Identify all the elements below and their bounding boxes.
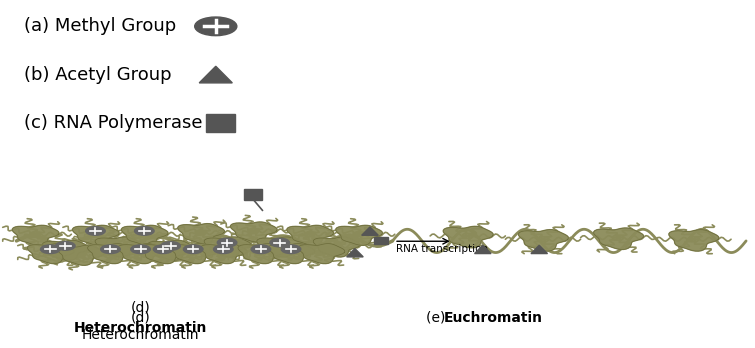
Polygon shape — [95, 237, 142, 257]
Polygon shape — [313, 237, 360, 257]
Polygon shape — [362, 227, 378, 235]
Polygon shape — [140, 244, 186, 264]
Circle shape — [56, 242, 75, 250]
Polygon shape — [27, 244, 74, 264]
Polygon shape — [57, 245, 104, 265]
Polygon shape — [230, 222, 277, 242]
Polygon shape — [42, 240, 89, 260]
Text: (e): (e) — [427, 311, 450, 325]
Polygon shape — [347, 248, 363, 257]
Text: (b) Acetyl Group: (b) Acetyl Group — [24, 65, 171, 84]
Polygon shape — [268, 244, 315, 264]
Polygon shape — [201, 244, 247, 264]
Circle shape — [161, 242, 180, 250]
Polygon shape — [519, 230, 569, 251]
Polygon shape — [72, 225, 119, 245]
Circle shape — [270, 238, 289, 247]
Polygon shape — [88, 244, 134, 264]
Circle shape — [217, 238, 237, 247]
Polygon shape — [336, 225, 383, 245]
Polygon shape — [118, 244, 165, 264]
Circle shape — [281, 245, 300, 254]
Text: (a) Methyl Group: (a) Methyl Group — [24, 17, 176, 35]
Circle shape — [183, 245, 203, 254]
Circle shape — [100, 245, 120, 254]
Polygon shape — [475, 245, 491, 254]
Circle shape — [153, 245, 173, 254]
Polygon shape — [593, 228, 644, 250]
Circle shape — [195, 17, 237, 35]
Circle shape — [214, 245, 233, 254]
Bar — [206, 113, 235, 132]
Bar — [374, 237, 388, 244]
Polygon shape — [122, 225, 168, 245]
Circle shape — [41, 245, 60, 254]
Polygon shape — [148, 240, 194, 260]
Text: (c) RNA Polymerase: (c) RNA Polymerase — [24, 114, 202, 132]
Polygon shape — [443, 226, 493, 248]
Polygon shape — [204, 237, 251, 257]
Text: Heterochromatin: Heterochromatin — [74, 321, 207, 335]
Circle shape — [134, 227, 154, 235]
Circle shape — [131, 245, 150, 254]
Circle shape — [251, 245, 271, 254]
Polygon shape — [531, 245, 547, 254]
Polygon shape — [238, 244, 285, 264]
Polygon shape — [298, 244, 345, 264]
Polygon shape — [178, 224, 224, 244]
Polygon shape — [171, 244, 217, 264]
Polygon shape — [257, 237, 304, 257]
Text: RNA transcription: RNA transcription — [396, 244, 488, 254]
Text: (d): (d) — [131, 301, 150, 315]
Polygon shape — [199, 66, 233, 83]
Bar — [245, 189, 263, 200]
Circle shape — [85, 227, 105, 235]
Text: (d)
Heterochromatin: (d) Heterochromatin — [82, 311, 199, 342]
Polygon shape — [287, 225, 334, 245]
Polygon shape — [12, 225, 59, 245]
Text: Euchromatin: Euchromatin — [444, 311, 543, 325]
Polygon shape — [669, 230, 719, 251]
